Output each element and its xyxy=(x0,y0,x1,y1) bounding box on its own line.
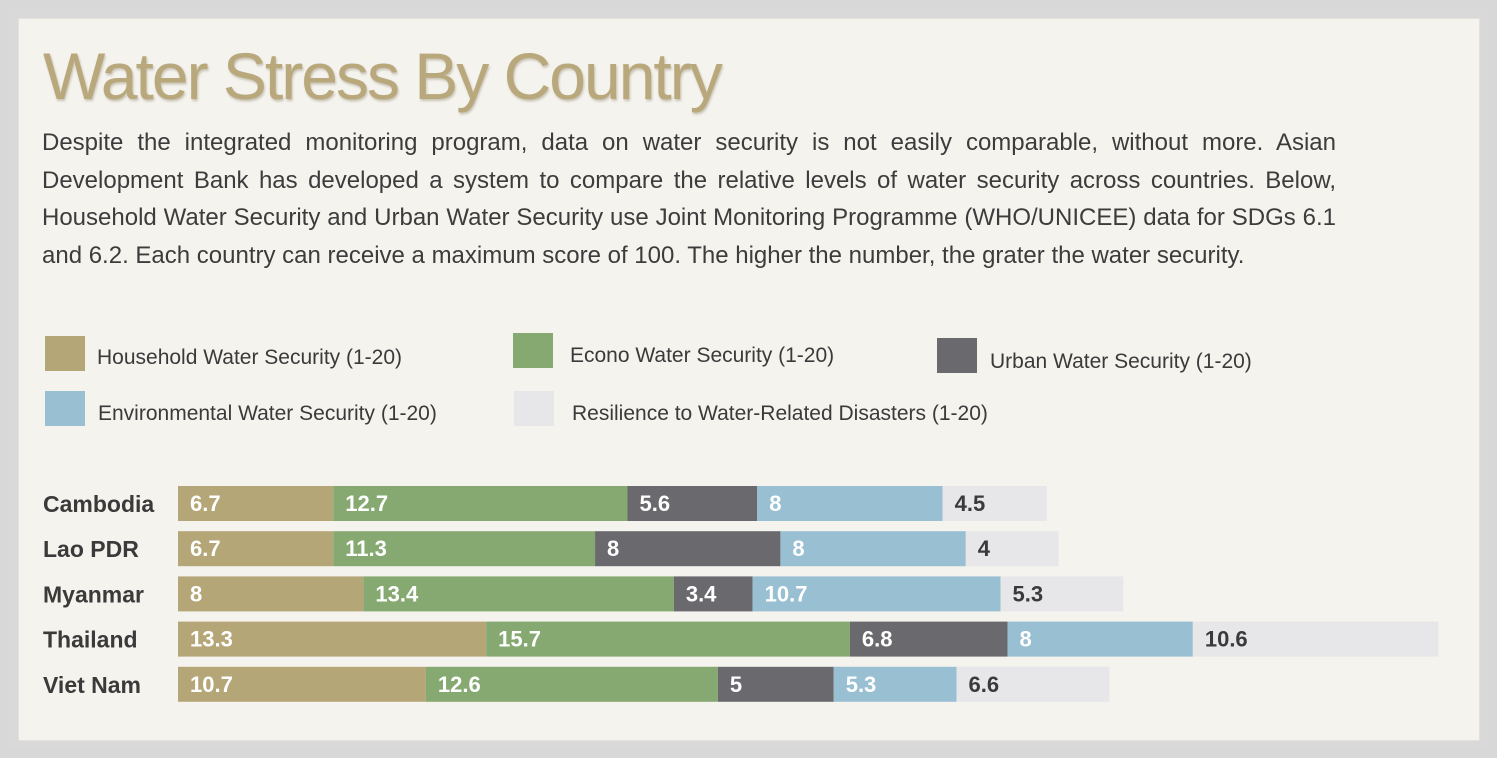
bar-value-label: 6.7 xyxy=(190,491,221,516)
bar-segment xyxy=(178,486,334,521)
bar-segment xyxy=(673,576,753,612)
bar-value-label: 4 xyxy=(978,536,991,561)
legend-label-urban: Urban Water Security (1-20) xyxy=(990,350,1252,373)
legend-swatch-urban xyxy=(937,338,977,373)
bar-segment xyxy=(1007,621,1193,657)
bar-value-label: 3.4 xyxy=(686,581,717,606)
bar-segment xyxy=(1000,576,1124,612)
bar-value-label: 8 xyxy=(1019,627,1031,652)
bar-segment xyxy=(717,666,834,702)
bar-segment xyxy=(178,531,334,567)
bar-value-label: 8 xyxy=(607,536,619,561)
category-label-viet-nam: Viet Nam xyxy=(43,672,141,698)
bar-segment xyxy=(333,486,628,521)
bar-value-label: 5 xyxy=(730,672,742,697)
bar-value-label: 8 xyxy=(792,536,804,561)
bar-value-label: 15.7 xyxy=(498,627,541,652)
bar-value-label: 13.3 xyxy=(190,627,233,652)
bar-value-label: 5.3 xyxy=(846,672,877,697)
legend-label-household: Household Water Security (1-20) xyxy=(97,346,403,369)
bar-segment xyxy=(849,621,1008,657)
bar-segment xyxy=(595,531,781,567)
bar-segment xyxy=(178,621,487,657)
bar-value-label: 10.7 xyxy=(765,581,808,606)
bar-value-label: 8 xyxy=(190,581,202,606)
legend-swatch-household xyxy=(45,336,85,371)
bar-value-label: 12.7 xyxy=(345,491,388,516)
bar-value-label: 4.5 xyxy=(955,491,986,516)
bar-segment xyxy=(780,531,966,567)
category-label-lao-pdr: Lao PDR xyxy=(43,536,139,562)
legend-swatch-econo xyxy=(513,333,553,368)
bar-value-label: 5.6 xyxy=(639,491,670,516)
legend-swatch-resilience xyxy=(514,391,554,426)
bar-segment xyxy=(942,486,1047,521)
bar-segment xyxy=(752,576,1001,612)
bar-segment xyxy=(1192,621,1439,657)
category-label-cambodia: Cambodia xyxy=(43,491,154,517)
bar-value-label: 13.4 xyxy=(375,581,419,606)
bar-value-label: 5.3 xyxy=(1013,581,1044,606)
category-label-thailand: Thailand xyxy=(43,627,138,653)
bar-segment xyxy=(627,486,758,521)
page-title: Water Stress By Country xyxy=(43,39,723,113)
bar-value-label: 6.8 xyxy=(862,627,893,652)
legend-swatch-environmental xyxy=(45,391,85,426)
bar-value-label: 6.7 xyxy=(190,536,221,561)
bar-segment xyxy=(425,666,718,702)
bar-segment xyxy=(833,666,957,702)
bar-segment xyxy=(757,486,943,521)
bar-segment xyxy=(333,531,596,567)
bar-value-label: 8 xyxy=(769,491,781,516)
bar-segment xyxy=(486,621,850,657)
category-label-myanmar: Myanmar xyxy=(43,581,144,607)
bar-segment xyxy=(965,531,1059,567)
infographic-panel xyxy=(18,18,1480,741)
bar-segment xyxy=(178,576,364,612)
legend-label-resilience: Resilience to Water-Related Disasters (1… xyxy=(572,402,988,425)
bar-value-label: 12.6 xyxy=(438,672,481,697)
bar-segment xyxy=(363,576,674,612)
legend-label-econo: Econo Water Security (1-20) xyxy=(570,344,835,367)
bar-value-label: 10.6 xyxy=(1205,627,1248,652)
bar-value-label: 11.3 xyxy=(345,536,387,561)
bar-segment xyxy=(178,666,426,702)
bar-segment xyxy=(956,666,1110,702)
intro-paragraph: Despite the integrated monitoring progra… xyxy=(42,129,1336,269)
legend-label-environmental: Environmental Water Security (1-20) xyxy=(98,402,437,425)
bar-value-label: 10.7 xyxy=(190,672,233,697)
bar-value-label: 6.6 xyxy=(969,672,1000,697)
